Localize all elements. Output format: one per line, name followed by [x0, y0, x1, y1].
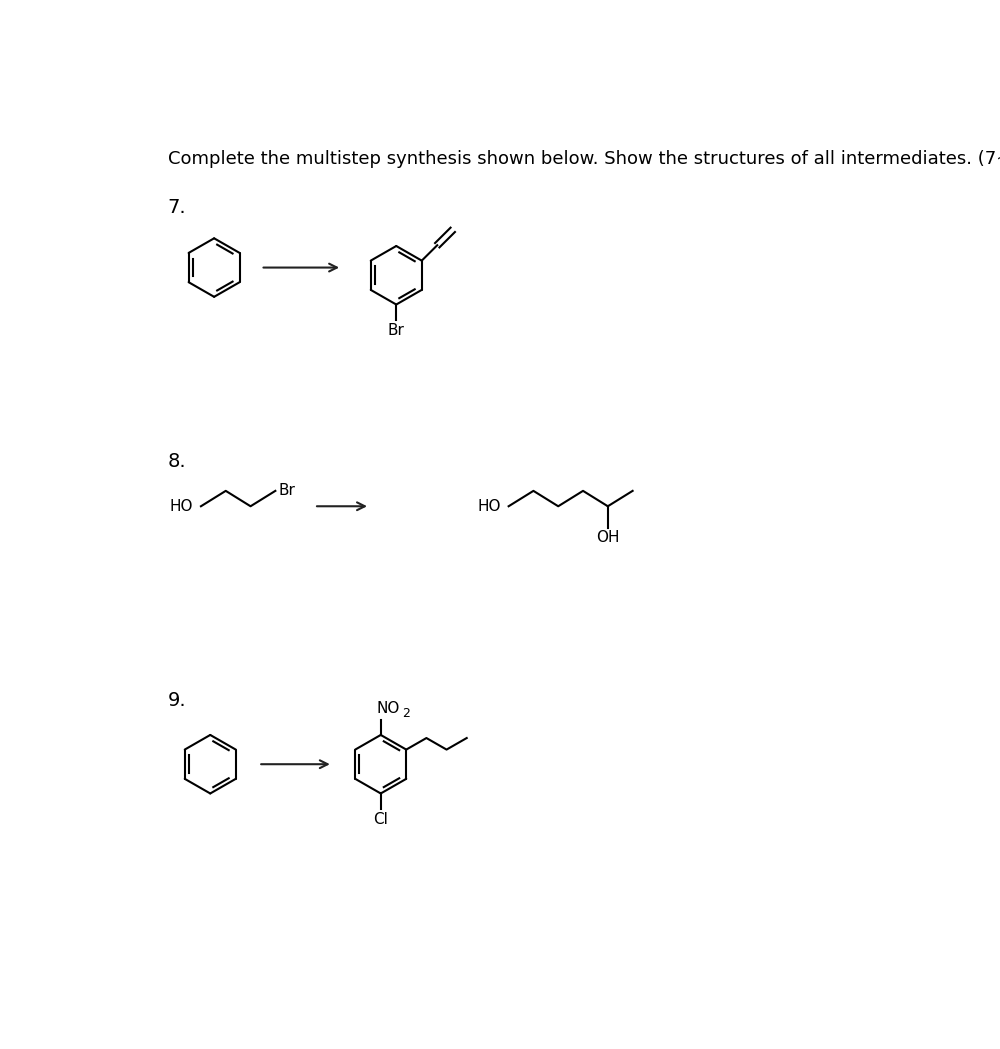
Text: 2: 2: [402, 707, 410, 720]
Text: Br: Br: [278, 484, 295, 498]
Text: HO: HO: [170, 498, 193, 514]
Text: 9.: 9.: [168, 691, 186, 710]
Text: OH: OH: [596, 530, 620, 545]
Text: 7.: 7.: [168, 198, 186, 217]
Text: 8.: 8.: [168, 452, 186, 471]
Text: Br: Br: [388, 323, 405, 338]
Text: Complete the multistep synthesis shown below. Show the structures of all interme: Complete the multistep synthesis shown b…: [168, 150, 1000, 168]
Text: NO: NO: [376, 702, 399, 716]
Text: HO: HO: [478, 498, 501, 514]
Text: Cl: Cl: [373, 812, 388, 827]
